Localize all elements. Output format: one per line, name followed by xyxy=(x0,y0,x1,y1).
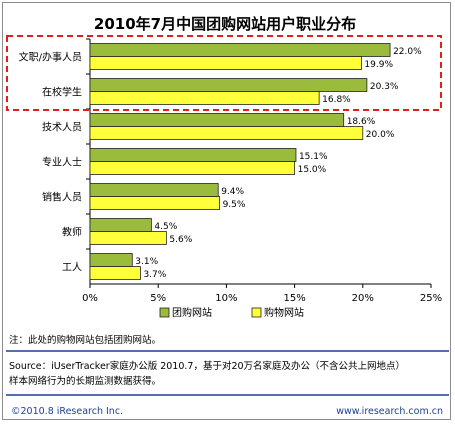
data-label: 15.0% xyxy=(298,165,327,175)
category-label: 工人 xyxy=(62,262,82,274)
legend-label: 团购网站 xyxy=(172,306,212,319)
bar-groupbuy xyxy=(89,43,391,57)
bar-shopping xyxy=(89,266,141,280)
bar-shopping xyxy=(89,231,167,245)
x-tick-label: 10% xyxy=(215,293,237,304)
data-label: 18.6% xyxy=(347,117,376,127)
data-label: 19.9% xyxy=(364,60,393,70)
category-label: 销售人员 xyxy=(42,191,82,204)
category-label: 专业人士 xyxy=(42,156,82,169)
data-label: 22.0% xyxy=(393,47,422,57)
x-tick-label: 15% xyxy=(283,293,305,304)
footer-website: www.iresearch.com.cn xyxy=(336,406,443,417)
data-label: 9.5% xyxy=(223,200,246,210)
x-tick-label: 0% xyxy=(82,293,98,304)
chart-title: 2010年7月中国团购网站用户职业分布 xyxy=(94,15,356,33)
x-tick-label: 5% xyxy=(150,293,166,304)
category-label: 教师 xyxy=(62,226,82,239)
bar-groupbuy xyxy=(89,113,345,127)
data-label: 3.1% xyxy=(135,257,158,267)
data-label: 3.7% xyxy=(143,270,166,280)
category-label: 文职/办事人员 xyxy=(19,51,82,64)
bar-groupbuy xyxy=(89,253,133,267)
bar-groupbuy xyxy=(89,78,368,92)
source-line-2: 样本网络行为的长期监测数据获得。 xyxy=(9,375,161,387)
data-label: 20.0% xyxy=(366,130,395,140)
bar-shopping xyxy=(89,126,364,140)
bar-groupbuy xyxy=(89,183,219,197)
data-label: 4.5% xyxy=(154,222,177,232)
chart-frame: 2010年7月中国团购网站用户职业分布 文职/办事人员在校学生技术人员专业人士销… xyxy=(2,2,451,420)
chart-svg: 2010年7月中国团购网站用户职业分布 文职/办事人员在校学生技术人员专业人士销… xyxy=(6,15,449,417)
footer-copyright: ©2010.8 iResearch Inc. xyxy=(11,406,123,417)
data-label: 20.3% xyxy=(370,82,399,92)
bar-shopping xyxy=(89,161,296,175)
legend-swatch-shopping xyxy=(251,307,262,318)
data-label: 15.1% xyxy=(299,152,328,162)
data-label: 5.6% xyxy=(169,235,192,245)
data-label: 16.8% xyxy=(322,95,351,105)
bar-shopping xyxy=(89,56,362,70)
chart-note: 注：此处的购物网站包括团购网站。 xyxy=(9,334,161,346)
legend-label: 购物网站 xyxy=(264,306,304,319)
source-line-1: Source：iUserTracker家庭办公版 2010.7，基于对20万名家… xyxy=(9,360,405,372)
category-label: 技术人员 xyxy=(42,121,82,134)
category-label: 在校学生 xyxy=(42,86,82,99)
data-label: 9.4% xyxy=(221,187,244,197)
legend: 团购网站 购物网站 xyxy=(159,306,304,319)
x-tick-label: 20% xyxy=(352,293,374,304)
bar-shopping xyxy=(89,196,220,210)
bar-shopping xyxy=(89,91,320,105)
x-tick-label: 25% xyxy=(420,293,442,304)
bar-groupbuy xyxy=(89,218,152,232)
highlight-box xyxy=(6,35,442,111)
bar-groupbuy xyxy=(89,148,297,162)
legend-swatch-groupbuy xyxy=(159,307,170,318)
